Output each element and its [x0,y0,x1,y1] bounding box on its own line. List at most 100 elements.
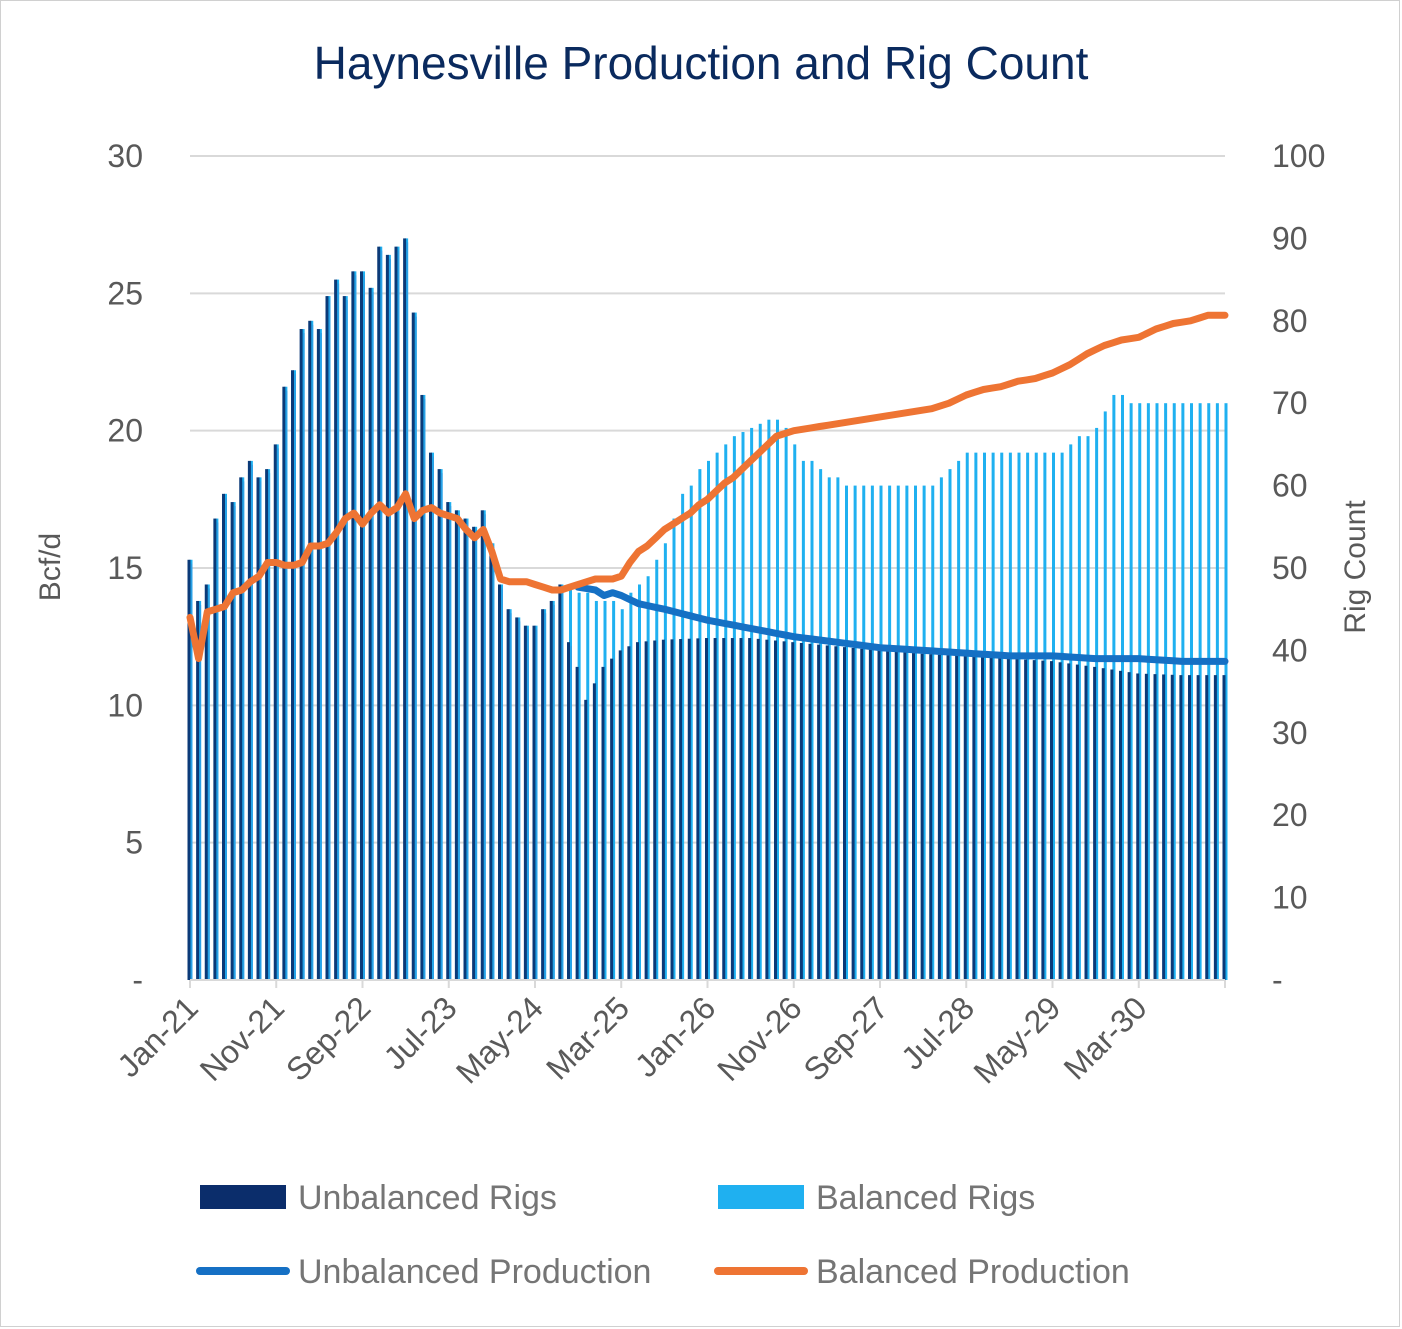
unbalanced-rig-bar [420,394,424,981]
unbalanced-rig-bar [636,642,639,980]
balanced-rig-bar [577,592,581,980]
unbalanced-rig-bar [498,584,501,980]
balanced-rig-bar [1052,452,1055,980]
unbalanced-rig-bar [868,649,872,980]
unbalanced-rig-bar [549,600,553,980]
unbalanced-rig-bar [282,386,286,981]
balanced-rig-bar [801,460,805,980]
unbalanced-rig-bar [1067,663,1071,980]
unbalanced-rig-bar [308,320,312,980]
unbalanced-rig-bar-highlight [510,613,512,980]
unbalanced-rig-bar [929,654,933,980]
balanced-rig-bar [939,477,943,980]
unbalanced-rig-bar [937,654,941,980]
balanced-rig-bar [1095,427,1099,980]
balanced-rig-bar [1129,403,1133,980]
unbalanced-rig-bar-highlight [208,588,210,980]
unbalanced-rig-bar-highlight [380,250,383,980]
y-left-tick-label: 5 [125,825,143,861]
balanced-rig-bar [896,485,900,980]
unbalanced-rig-bar [920,653,924,980]
unbalanced-rig-bar [963,656,967,980]
balanced-rig-bar [1215,403,1219,980]
unbalanced-rig-bar [584,699,588,980]
y-left-tick-label: 25 [107,275,143,311]
balanced-rig-bar [767,419,771,980]
balanced-rig-bar [603,600,607,980]
y-right-tick-label: 70 [1272,385,1308,421]
unbalanced-rig-bar [808,643,812,980]
balanced-rig-bar [931,485,935,980]
balanced-rig-bar [1164,403,1168,980]
y-right-tick-label: 90 [1272,220,1308,256]
balanced-rig-bar [1138,403,1142,980]
unbalanced-rig-bar [489,543,493,980]
unbalanced-rig-bar [1058,662,1062,980]
unbalanced-rig-bar [1205,675,1209,980]
balanced-rig-bar [1000,452,1004,980]
balanced-rig-bar [1043,452,1047,980]
unbalanced-rig-bar [1032,660,1036,980]
unbalanced-rig-bar [825,645,829,980]
balanced-rig-bar [586,592,590,980]
balanced-rig-bar [1198,403,1202,980]
balanced-rig-bar [715,452,719,980]
x-tick-label: Nov-26 [710,989,808,1087]
balanced-rig-bar [776,419,779,980]
balanced-rig-bar [724,444,728,980]
unbalanced-rig-bar-highlight [544,613,547,980]
unbalanced-rig-bar [782,641,786,980]
unbalanced-rig-bar [532,625,536,980]
unbalanced-rig-bar-highlight [354,275,357,980]
unbalanced-rig-bar [230,502,234,980]
unbalanced-rig-bar [1024,659,1028,980]
y-left-tick-label: 15 [107,550,143,586]
unbalanced-rig-bar [1015,659,1019,980]
unbalanced-rig-bar-highlight [320,333,322,980]
unbalanced-rig-bar [1144,673,1148,980]
unbalanced-rig-bar-highlight [553,604,555,980]
unbalanced-rig-bar-highlight [441,473,443,980]
balanced-rig-bar [1207,403,1211,980]
balanced-rig-bar [663,543,667,980]
balanced-rig-bar [1017,452,1021,980]
unbalanced-rig-bar [187,559,191,980]
balanced-rig-bar [629,592,633,980]
balanced-rig-bar [957,460,961,980]
balanced-rig-bar [1086,436,1090,980]
unbalanced-rig-bar [196,600,200,980]
y-right-axis-title: Rig Count [1339,500,1372,634]
unbalanced-rig-bar [256,477,260,980]
balanced-rig-bar [681,493,685,980]
balanced-rig-bar [1190,403,1193,980]
y-left-tick-label: - [132,962,143,998]
legend-label: Unbalanced Rigs [298,1179,557,1217]
x-tick-label: Sep-27 [797,989,895,1087]
unbalanced-production-line [574,583,1229,665]
unbalanced-rig-bar [1041,660,1045,980]
unbalanced-rig-bar [765,639,769,980]
unbalanced-rig-bar-highlight [389,258,391,980]
unbalanced-rig-bar [1006,658,1010,980]
unbalanced-rig-bar [1222,675,1226,980]
balanced-rig-bar [732,436,736,980]
y-right-tick-label: 20 [1272,797,1308,833]
balanced-rig-bar [1103,411,1107,980]
unbalanced-rig-bar [1093,666,1097,980]
unbalanced-rig-bar [817,644,821,980]
y-right-tick-label: 80 [1272,303,1308,339]
unbalanced-rig-bar [239,477,243,980]
balanced-rig-bar [1077,436,1081,980]
unbalanced-rig-bar [213,518,217,980]
balanced-rig-bar [965,452,969,980]
unbalanced-rig-bar [989,657,993,980]
unbalanced-rig-bar [998,658,1002,980]
unbalanced-rig-bar [273,444,277,980]
unbalanced-rig-bar-highlight [251,464,253,980]
unbalanced-rig-bar [946,655,950,980]
unbalanced-rig-bar [1084,665,1088,980]
balanced-rig-bar [784,427,788,980]
unbalanced-rig-bar [558,584,562,980]
x-tick-label: Nov-21 [193,989,291,1087]
